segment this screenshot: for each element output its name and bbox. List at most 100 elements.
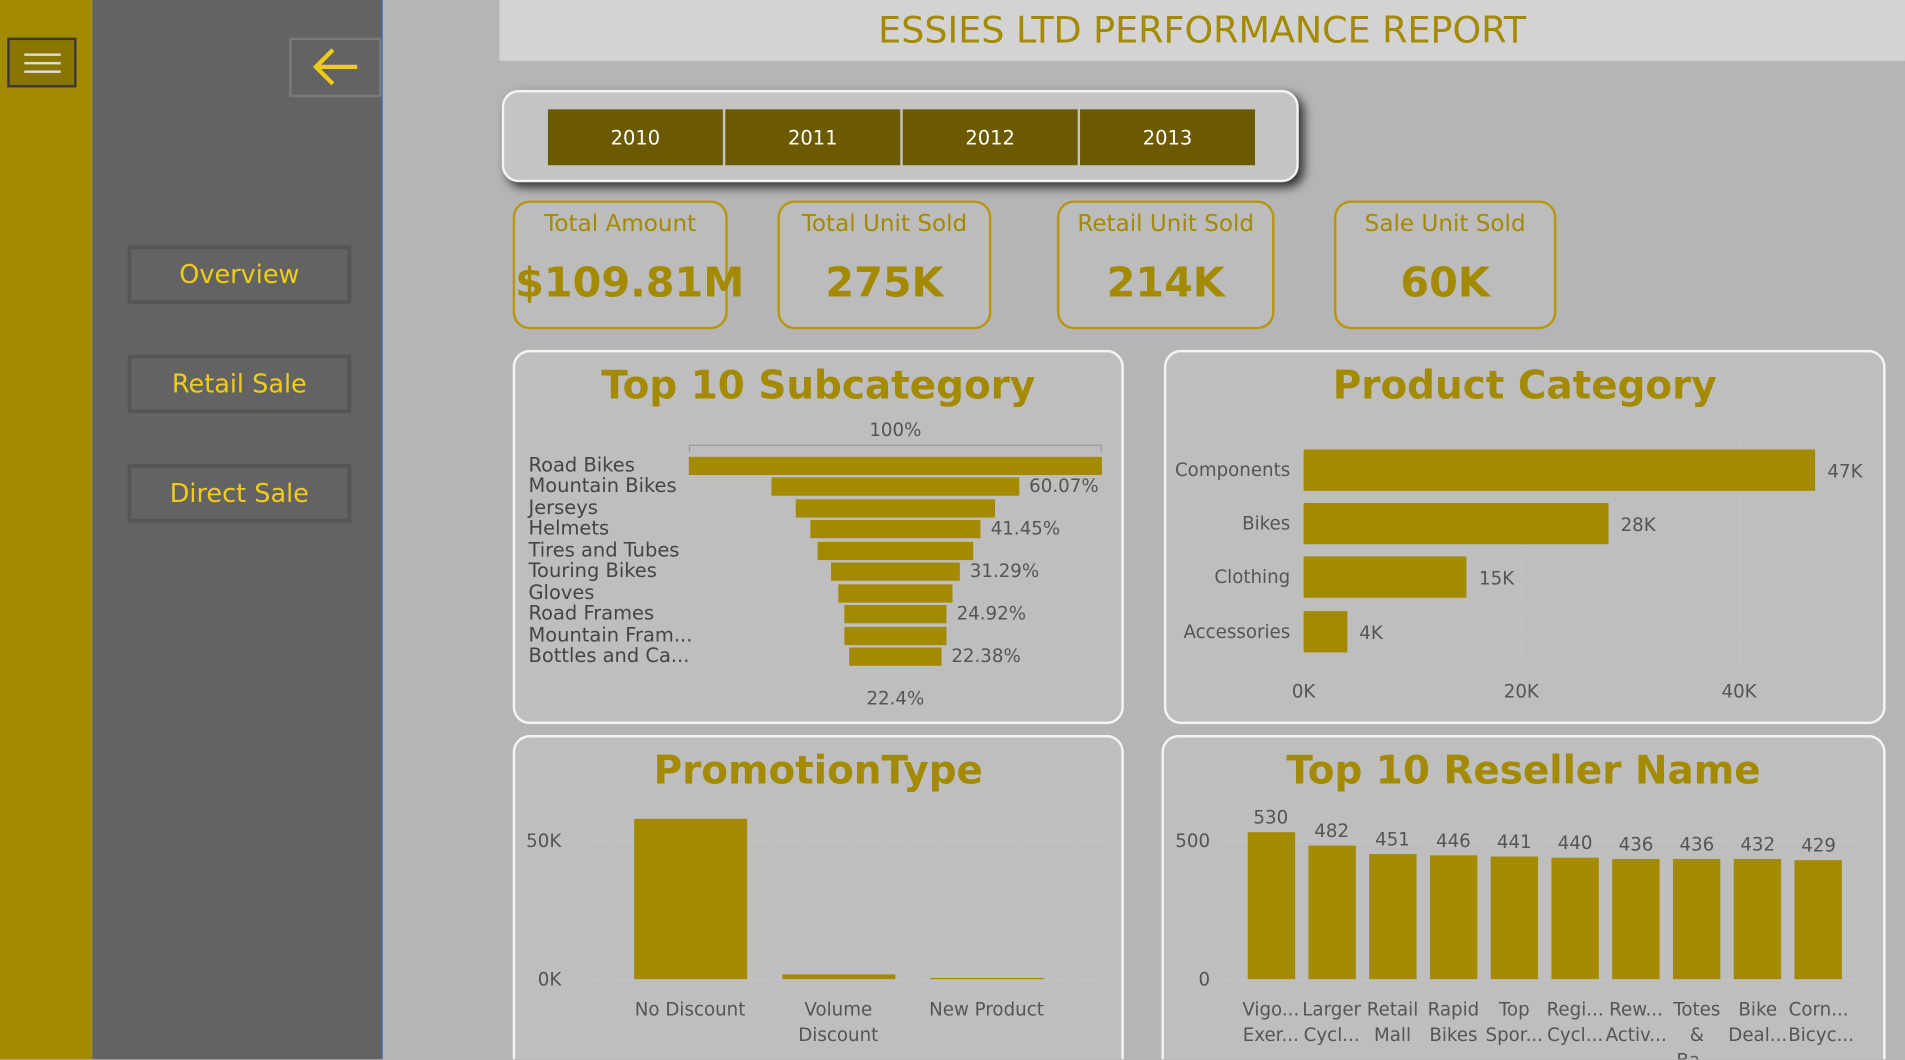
value-label: 100% [869,419,922,442]
category-label: Accessories [1183,620,1291,643]
x-tick-label: Larger Cycl... [1302,998,1362,1047]
x-tick-label: Vigo... Exer... [1242,998,1300,1047]
value-label: 60.07% [1029,475,1099,498]
value-label: 482 [1314,820,1350,842]
back-button[interactable] [289,37,382,98]
kpi-label: Total Unit Sold [801,210,968,237]
kpi-card: Total Amount $109.81M [512,200,745,330]
menu-line [24,53,61,56]
funnel-bar [838,583,953,603]
category-label: Jerseys [528,495,598,519]
y-tick-label: 500 [1175,829,1211,852]
y-tick-label: 0 [1198,968,1211,991]
bar [1307,845,1356,980]
category-label: Components [1174,459,1291,482]
year-button[interactable]: 2010 [547,109,723,166]
x-tick-label: Rew... Activ... [1605,998,1667,1047]
category-label: Road Bikes [528,453,635,477]
bar [633,818,747,980]
nav-button[interactable]: Overview [127,245,352,304]
value-label: 432 [1740,833,1776,856]
category-label: Clothing [1214,566,1291,589]
bar [1673,858,1721,980]
x-tick-label: 40K [1721,680,1757,703]
grid-line [589,979,1106,981]
grid-line [1739,437,1741,669]
bar [1368,854,1417,980]
menu-button[interactable] [7,37,77,88]
side-strip [0,0,93,1060]
x-tick-label: Corn... Bicyc... [1788,998,1855,1047]
bar [1612,858,1660,980]
chart-title: Top 10 Subcategory [601,362,1036,409]
bar [1734,859,1782,980]
category-label: Touring Bikes [528,559,657,583]
kpi-card: Retail Unit Sold 214K [1056,200,1275,330]
year-button[interactable]: 2011 [725,109,901,166]
nav-button[interactable]: Direct Sale [127,464,352,523]
x-tick-label: Rapid Bikes [1427,998,1480,1047]
category-label: Mountain Fram... [528,622,693,646]
grid-line [1220,840,1859,842]
kpi-card: Total Unit Sold 275K [777,200,992,330]
x-tick-label: Volume Discount [798,998,879,1047]
bar [1303,449,1816,491]
category-label: Bikes [1242,512,1291,535]
value-label: 530 [1253,806,1289,829]
x-tick-label: No Discount [634,998,746,1021]
menu-line [24,70,61,73]
category-label: Bottles and Ca... [528,643,690,668]
x-tick-label: 20K [1503,680,1539,703]
chart-title: Top 10 Reseller Name [1286,747,1761,794]
x-tick-label: Regi... Cycl... [1546,998,1604,1047]
kpi-label: Sale Unit Sold [1364,210,1526,237]
funnel-bar [830,562,960,582]
funnel-bar [688,456,1102,476]
value-label: 28K [1620,514,1656,537]
y-tick-label: 0K [537,968,562,991]
funnel-bar [817,541,974,560]
funnel-bar [844,626,947,645]
x-tick-label: Retail Mall [1366,998,1419,1047]
category-label: Road Frames [528,601,655,625]
year-button[interactable]: 2012 [902,109,1078,166]
bar [1247,832,1295,980]
value-label: 22.38% [951,645,1021,668]
bar [1551,857,1599,980]
value-label: 451 [1375,828,1410,851]
category-label: Mountain Bikes [528,474,677,498]
funnel-bar [849,647,942,666]
bar [781,974,895,980]
nav-button[interactable]: Retail Sale [127,354,352,414]
x-tick-label: Totes & Ba... [1673,998,1721,1060]
value-label: 440 [1557,831,1593,854]
bar [1303,503,1609,545]
bottom-label: 22.4% [866,687,925,710]
y-tick-label: 50K [526,829,562,852]
menu-line [24,61,61,65]
funnel-bar [771,477,1020,497]
x-tick-label: New Product [929,998,1044,1021]
bar [1429,855,1478,980]
grid-line [589,840,1106,842]
funnel-bracket [688,444,1102,452]
value-label: 24.92% [956,602,1027,625]
kpi-value: $109.81M [515,258,745,308]
grid-line [1220,979,1859,981]
value-label: 41.45% [990,517,1061,540]
grid-line [1521,437,1523,669]
chart-title: PromotionType [653,747,983,794]
year-button[interactable]: 2013 [1080,109,1256,166]
bar [1303,556,1467,599]
funnel-bar [809,520,981,539]
report-title: ESSIES LTD PERFORMANCE REPORT [499,0,1905,61]
kpi-label: Total Amount [544,210,697,237]
value-label: 31.29% [969,560,1040,583]
category-label: Helmets [528,516,610,540]
funnel-bar [843,605,947,624]
kpi-value: 60K [1400,258,1490,308]
value-label: 47K [1827,460,1863,483]
kpi-value: 275K [825,258,944,308]
grid-line [1303,437,1305,669]
